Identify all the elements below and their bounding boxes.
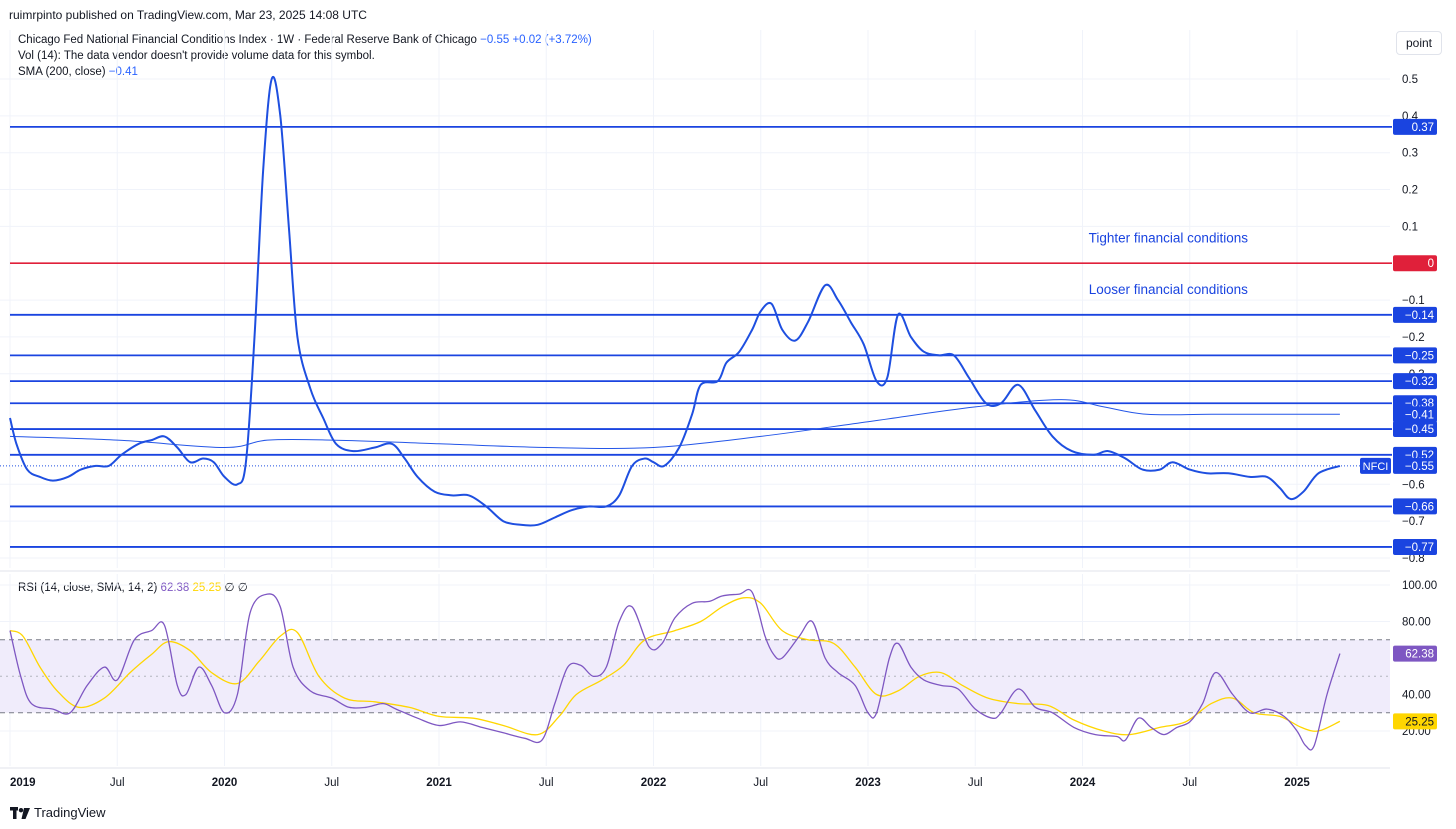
- time-axis-label: 2023: [855, 777, 881, 789]
- main-axis-label: −0.6: [1402, 479, 1425, 491]
- level-tag: −0.77: [1405, 542, 1434, 554]
- nfci-name-tag-bg: [1360, 457, 1391, 474]
- level-tag: 0: [1428, 258, 1434, 270]
- level-tag: −0.45: [1405, 424, 1434, 436]
- last-value-tag-bg: [1393, 457, 1437, 474]
- level-tag: 0.37: [1412, 122, 1434, 134]
- annotations: Tighter financial conditions Looser finan…: [1089, 230, 1249, 297]
- rsi-line[interactable]: [9, 588, 1341, 751]
- time-axis-label: 2020: [212, 777, 238, 789]
- time-axis-label: 2021: [426, 777, 452, 789]
- sma-tag-bg: [1393, 406, 1437, 423]
- level-tag-bg: [1393, 118, 1437, 135]
- sma-tag: −0.41: [1405, 409, 1434, 421]
- change-value: +0.02 (+3.72%): [512, 34, 592, 46]
- footer-brand[interactable]: TradingView: [34, 805, 106, 820]
- price-unit-button[interactable]: point: [1396, 31, 1442, 55]
- chart-canvas[interactable]: Tighter financial conditions Looser finan…: [0, 0, 1456, 800]
- time-axis-label: 2022: [641, 777, 667, 789]
- publish-info: ruimrpinto published on TradingView.com,…: [9, 8, 367, 22]
- rsi-axis-label: 40.00: [1402, 690, 1431, 702]
- level-tag-bg: [1393, 498, 1437, 515]
- level-tag-bg: [1393, 306, 1437, 323]
- time-axis-label: Jul: [324, 777, 339, 789]
- main-axis-label: 0.3: [1402, 148, 1418, 160]
- rsi-sma-value-tag-bg: [1393, 713, 1437, 730]
- level-tag-bg: [1393, 538, 1437, 555]
- main-axis-label: −0.8: [1402, 553, 1425, 565]
- time-axis-label: Jul: [539, 777, 554, 789]
- main-grid: [0, 30, 1390, 568]
- sma-label: SMA (200, close): [18, 66, 106, 78]
- rsi-sma-line: [9, 596, 1341, 736]
- level-tag: −0.66: [1405, 501, 1434, 513]
- time-axis-label: Jul: [1182, 777, 1197, 789]
- footer: TradingView: [10, 805, 106, 820]
- level-tag: −0.25: [1405, 350, 1434, 362]
- volume-legend[interactable]: Vol (14): The data vendor doesn't provid…: [18, 50, 375, 62]
- level-tag: −0.32: [1405, 376, 1434, 388]
- time-axis-label: Jul: [110, 777, 125, 789]
- time-axis-label: 2024: [1070, 777, 1096, 789]
- sma-value: −0.41: [108, 66, 138, 78]
- main-axis-label: −0.7: [1402, 516, 1425, 528]
- sma-legend[interactable]: SMA (200, close) −0.41: [18, 66, 138, 78]
- main-legend: Chicago Fed National Financial Condition…: [18, 34, 592, 46]
- level-tag-bg: [1393, 373, 1437, 390]
- nfci-name-tag: NFCI: [1363, 461, 1389, 473]
- main-axis-label: 0.2: [1402, 185, 1418, 197]
- main-axis-label: −0.2: [1402, 332, 1425, 344]
- level-lines[interactable]: [10, 126, 1392, 548]
- level-tag-bg: [1393, 347, 1437, 364]
- tradingview-logo-icon: [10, 806, 30, 819]
- annotation-text: Looser financial conditions: [1089, 282, 1248, 297]
- rsi-value-tag-bg: [1393, 645, 1437, 662]
- time-axis[interactable]: 2019 Jul 2020 Jul 2021 Jul 2022 Jul 2023 Jul 2024 J…: [10, 777, 1310, 789]
- rsi-band-lines: [0, 639, 1390, 714]
- last-value: −0.55: [480, 34, 510, 46]
- time-axis-label: Jul: [753, 777, 768, 789]
- main-axis-label: 0.1: [1402, 221, 1418, 233]
- last-value-tag: −0.55: [1405, 461, 1434, 473]
- level-tag-bg: [1393, 255, 1437, 272]
- rsi-band: [0, 639, 1390, 713]
- main-axis-label: −0.1: [1402, 295, 1425, 307]
- level-tag-bg: [1393, 421, 1437, 438]
- rsi-axis-label: 80.00: [1402, 617, 1431, 629]
- symbol-title[interactable]: Chicago Fed National Financial Condition…: [18, 34, 477, 46]
- level-tag: −0.14: [1405, 310, 1435, 322]
- rsi-axis-label: 100.00: [1402, 580, 1437, 592]
- rsi-value-tag: 62.38: [1405, 649, 1434, 661]
- time-axis-label: 2019: [10, 777, 36, 789]
- nfci-line[interactable]: [9, 75, 1341, 527]
- main-axis-label: 0.5: [1402, 74, 1418, 86]
- time-axis-label: Jul: [968, 777, 983, 789]
- price-axis-tags: 0.370−0.14−0.25−0.32−0.38−0.45−0.52−0.66…: [1360, 118, 1437, 730]
- time-axis-label: 2025: [1284, 777, 1310, 789]
- sma-line: [9, 399, 1340, 449]
- rsi-sma-value-tag: 25.25: [1405, 716, 1434, 728]
- annotation-text: Tighter financial conditions: [1089, 230, 1249, 245]
